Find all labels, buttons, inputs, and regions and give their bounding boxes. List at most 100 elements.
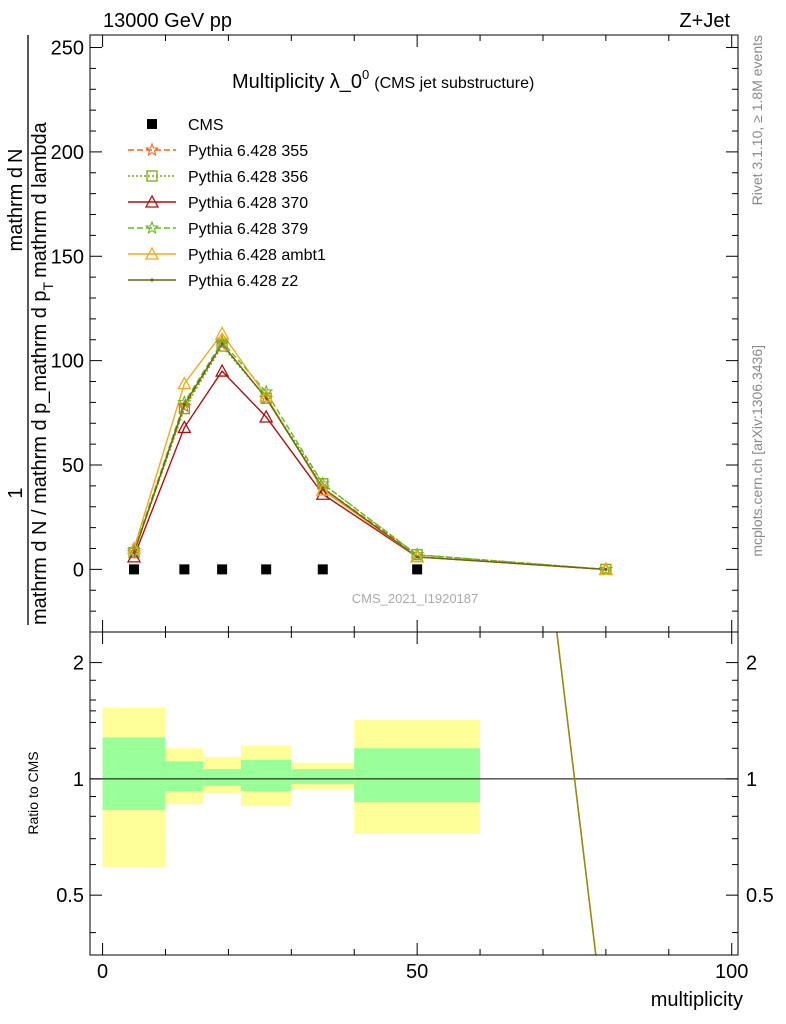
- uncertainty-band-inner: [102, 737, 166, 811]
- header-process-label: Z+Jet: [679, 10, 730, 32]
- plot-title-sup: 0: [362, 67, 369, 82]
- plot-title: Multiplicity λ_00 (CMS jet substructure): [232, 67, 534, 93]
- y-tick-label: 150: [51, 246, 84, 268]
- ratio-x-ticks: 0 50 100: [97, 632, 748, 983]
- legend-label: Pythia 6.428 355: [188, 143, 308, 160]
- data-point: [315, 486, 330, 500]
- ratio-tick-label: 2: [73, 653, 84, 675]
- main-x-ticks: [102, 35, 733, 632]
- legend-item: Pythia 6.428 370: [128, 194, 308, 212]
- legend-label: Pythia 6.428 z2: [188, 273, 298, 290]
- data-point: [598, 561, 614, 576]
- data-point: [215, 326, 230, 340]
- series-line: [133, 332, 606, 571]
- data-point: [415, 555, 419, 559]
- main-y-ticks: 0 50 100 150 200 250: [51, 38, 738, 633]
- ratio-tick-label: 1: [73, 769, 84, 791]
- data-point: [144, 142, 160, 157]
- uncertainty-band-inner: [203, 769, 241, 786]
- ratio-series-line: [556, 632, 597, 955]
- series-line: [133, 342, 606, 571]
- data-point: [129, 564, 140, 575]
- legend-label: Pythia 6.428 379: [188, 221, 308, 238]
- data-point: [132, 551, 136, 555]
- data-point: [214, 336, 230, 351]
- y-tick-label: 0: [73, 559, 84, 581]
- ratio-y-ticks: 0.5 0.5 1 1 2 2: [56, 653, 774, 934]
- data-point: [259, 388, 274, 402]
- data-point: [182, 402, 186, 407]
- ratio-tick-label-right: 1: [746, 769, 757, 791]
- legend-item: Pythia 6.428 356: [128, 169, 308, 186]
- legend-item: Pythia 6.428 z2: [128, 273, 298, 290]
- rivet-version-label: Rivet 3.1.10, ≥ 1.8M events: [749, 35, 765, 205]
- uncertainty-band-inner: [291, 769, 355, 784]
- data-point: [216, 340, 228, 352]
- data-point: [146, 170, 158, 182]
- series-line: [133, 369, 606, 571]
- data-point: [147, 119, 157, 129]
- y-label-den-sub: T: [40, 281, 56, 290]
- data-point: [144, 220, 160, 235]
- legend-item: CMS: [147, 117, 224, 134]
- data-point: [315, 480, 330, 495]
- y-label-num-end: N: [5, 149, 27, 163]
- y-tick-label: 50: [62, 455, 84, 477]
- data-point: [258, 384, 274, 399]
- y-label-right-numerator: mathrm d N: [5, 149, 27, 252]
- uncertainty-band-inner: [240, 759, 292, 792]
- header-energy-label: 13000 GeV pp: [103, 10, 232, 32]
- y-label-den-main: mathrm d N / mathrm d p_mathrm d p: [29, 290, 51, 625]
- data-point: [220, 342, 224, 346]
- series-line: [133, 340, 606, 571]
- data-point: [315, 482, 330, 496]
- data-point: [177, 420, 192, 434]
- uncertainty-band-inner: [165, 761, 204, 792]
- ratio-tick-label: 0.5: [56, 885, 84, 907]
- ratio-panel-frame: [89, 631, 739, 956]
- ratio-y-label: Ratio to CMS: [25, 751, 41, 834]
- data-point: [412, 564, 423, 575]
- data-point: [179, 564, 190, 575]
- y-label-den-tail: mathrm d lambda: [29, 121, 51, 277]
- y-tick-label: 200: [51, 142, 84, 164]
- legend-item: Pythia 6.428 ambt1: [128, 246, 326, 264]
- data-point: [126, 549, 142, 563]
- y-label-denominator: mathrm d N / mathrm d p_mathrm d pTmathr…: [29, 121, 56, 625]
- legend-label: Pythia 6.428 370: [188, 195, 308, 212]
- series-line: [133, 342, 606, 571]
- x-tick-label: 50: [406, 961, 428, 983]
- data-point: [144, 194, 160, 208]
- x-tick-label: 0: [97, 961, 108, 983]
- data-point: [215, 363, 230, 377]
- data-point: [177, 376, 192, 390]
- legend-item: Pythia 6.428 355: [128, 142, 308, 160]
- y-tick-label: 100: [51, 351, 84, 373]
- data-point: [317, 564, 328, 575]
- analysis-watermark: CMS_2021_I1920187: [352, 591, 479, 606]
- x-axis-label: multiplicity: [651, 989, 743, 1011]
- main-y-label: 1 mathrm d N mathrm d N / mathrm d p_math…: [5, 35, 56, 625]
- data-point: [144, 246, 160, 260]
- legend: CMS Pythia 6.428 355 Pythia 6.428 356 Pythi…: [128, 117, 326, 290]
- uncertainty-band-inner: [354, 748, 481, 803]
- y-label-num-tail: mathrm d: [5, 167, 27, 251]
- data-point: [598, 562, 613, 576]
- data-point: [217, 564, 228, 575]
- ratio-tick-label-right: 0.5: [746, 885, 774, 907]
- data-point: [264, 396, 268, 400]
- data-point: [259, 409, 274, 423]
- x-tick-label: 100: [715, 961, 748, 983]
- data-point: [261, 564, 272, 575]
- data-point: [177, 399, 192, 413]
- plot-title-sub: (CMS jet substructure): [374, 75, 534, 92]
- data-point: [321, 486, 325, 490]
- legend-item: Pythia 6.428 379: [128, 220, 308, 238]
- data-point: [150, 278, 154, 282]
- data-point: [410, 549, 425, 563]
- ratio-tick-label-right: 2: [746, 653, 757, 675]
- legend-label: Pythia 6.428 ambt1: [188, 247, 326, 264]
- mcplots-label: mcplots.cern.ch [arXiv:1306.3436]: [749, 345, 765, 557]
